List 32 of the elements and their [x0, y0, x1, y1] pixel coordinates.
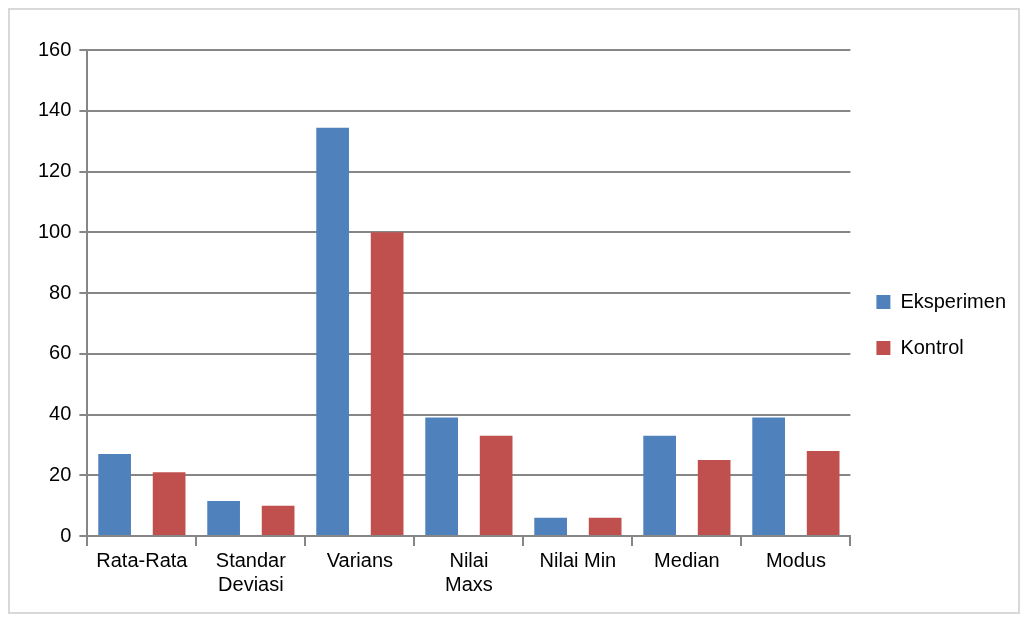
bar	[207, 501, 240, 535]
y-tick-label: 140	[37, 98, 72, 121]
x-tick-label: Rata-Rata	[96, 548, 189, 571]
y-tick-label: 40	[49, 402, 72, 425]
bar	[534, 517, 567, 535]
legend-label: Eksperimen	[900, 289, 1007, 312]
bar	[425, 417, 458, 535]
bar	[152, 472, 186, 535]
bar	[98, 453, 131, 535]
bar	[752, 417, 785, 535]
y-tick-label: 120	[37, 159, 72, 182]
x-tick-label: Nilai Min	[539, 548, 617, 571]
bar	[588, 517, 622, 535]
bar	[316, 127, 349, 535]
y-tick-label: 0	[60, 523, 72, 546]
bar	[479, 435, 513, 535]
y-tick-label: 20	[49, 462, 72, 485]
y-tick-label: 60	[49, 341, 72, 364]
x-tick-label: Median	[654, 548, 720, 571]
bar	[370, 232, 404, 535]
x-tick-label: Varians	[326, 548, 394, 571]
bar	[806, 450, 840, 535]
bar	[261, 505, 295, 535]
y-tick-label: 100	[37, 219, 72, 242]
legend-label: Kontrol	[900, 335, 964, 358]
bar	[697, 460, 731, 535]
bar	[643, 435, 676, 535]
x-tick-label: Nilai Maxs	[444, 548, 493, 595]
y-tick-label: 80	[49, 280, 72, 303]
x-tick-label: Modus	[765, 548, 826, 571]
y-tick-label: 160	[37, 37, 72, 60]
x-tick-label: Standar Deviasi	[215, 548, 287, 595]
